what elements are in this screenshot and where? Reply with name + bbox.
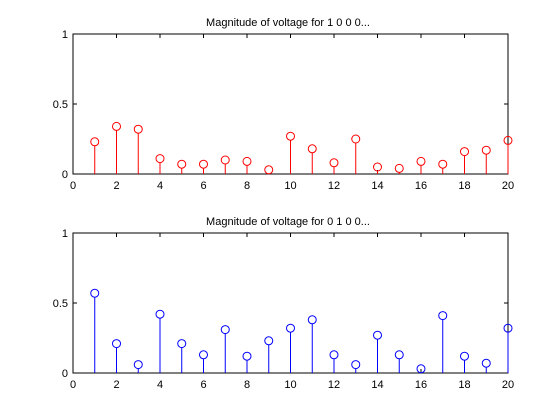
subplot-bottom: Magnitude of voltage for 0 1 0 0... 0 2 4 6… bbox=[53, 216, 514, 391]
subplot-bottom-stem-marker bbox=[133, 360, 143, 370]
subplot-top-xtick-label: 18 bbox=[458, 180, 470, 192]
subplot-top-stem-marker bbox=[155, 154, 165, 164]
subplot-top-stem-marker bbox=[460, 147, 469, 157]
subplot-bottom-stem-marker bbox=[264, 336, 274, 346]
subplot-top-xtick-label: 16 bbox=[415, 180, 427, 192]
subplot-bottom-stem-marker bbox=[90, 288, 100, 298]
subplot-bottom-xtick-label: 18 bbox=[458, 379, 470, 391]
subplot-bottom-ytick-label: 1 bbox=[62, 228, 68, 240]
subplot-bottom-stem-marker bbox=[242, 351, 252, 361]
subplot-bottom-stem-marker bbox=[460, 351, 469, 361]
subplot-top-ytick-label: 0 bbox=[62, 169, 68, 181]
subplot-bottom-xtick-label: 8 bbox=[244, 379, 250, 391]
subplot-top-title: Magnitude of voltage for 1 0 0 0... bbox=[206, 17, 370, 29]
subplot-top-stem-marker bbox=[133, 124, 143, 134]
subplot-bottom-stem-marker bbox=[155, 309, 165, 319]
subplot-top-ytick-label: 0.5 bbox=[53, 99, 68, 111]
subplot-bottom-stem-marker bbox=[351, 360, 361, 370]
subplot-top-xtick-label: 4 bbox=[157, 180, 163, 192]
subplot-bottom-xtick-label: 16 bbox=[415, 379, 427, 391]
subplot-top-xtick-label: 12 bbox=[328, 180, 340, 192]
subplot-bottom-stem-marker bbox=[220, 325, 230, 335]
subplot-bottom-stem-marker bbox=[438, 311, 448, 321]
subplot-bottom-xtick-label: 20 bbox=[502, 379, 514, 391]
subplot-top-stem-marker bbox=[503, 135, 513, 145]
subplot-top-xtick-label: 8 bbox=[244, 180, 250, 192]
subplot-bottom-stem-marker bbox=[177, 339, 187, 349]
subplot-top-stem-marker bbox=[394, 163, 404, 173]
subplot-bottom-stem-marker bbox=[112, 339, 121, 349]
subplot-top-stem-marker bbox=[286, 131, 295, 141]
subplot-bottom-title: Magnitude of voltage for 0 1 0 0... bbox=[206, 216, 370, 228]
subplot-top-xtick-label: 0 bbox=[70, 180, 76, 192]
subplot-bottom-xtick-label: 12 bbox=[328, 379, 340, 391]
subplot-top-stem-marker bbox=[481, 145, 491, 155]
subplot-bottom-xtick-label: 4 bbox=[157, 379, 163, 391]
subplot-top-stem-marker bbox=[438, 159, 448, 169]
subplot-top-stem-marker bbox=[242, 156, 252, 166]
subplot-bottom-ytick-label: 0.5 bbox=[53, 298, 68, 310]
subplot-top-stem-marker bbox=[264, 165, 274, 175]
subplot-bottom-stem-marker bbox=[199, 350, 208, 360]
subplot-top-xtick-label: 20 bbox=[502, 180, 514, 192]
subplot-top-xtick-label: 6 bbox=[200, 180, 206, 192]
subplot-top-xtick-label: 10 bbox=[284, 180, 296, 192]
subplot-bottom-xtick-label: 10 bbox=[284, 379, 296, 391]
subplot-top-stem-marker bbox=[90, 137, 100, 147]
subplot-top-stem-marker bbox=[416, 156, 426, 166]
subplot-bottom-xtick-label: 2 bbox=[113, 379, 119, 391]
subplot-top-stem-marker bbox=[177, 159, 187, 169]
subplot-bottom-stem-marker bbox=[307, 315, 317, 325]
subplot-top-stem-marker bbox=[329, 158, 339, 168]
subplot-bottom-stem-marker bbox=[503, 323, 513, 333]
subplot-top-xtick-label: 2 bbox=[113, 180, 119, 192]
subplot-top-xtick-label: 14 bbox=[371, 180, 383, 192]
subplot-bottom-stem-marker bbox=[481, 358, 491, 368]
subplot-bottom-stem-marker bbox=[373, 330, 382, 340]
subplot-bottom-ytick-label: 0 bbox=[62, 368, 68, 380]
subplot-top-stem-marker bbox=[112, 121, 121, 131]
subplot-top-stem-marker bbox=[220, 155, 230, 165]
subplot-bottom-xtick-label: 14 bbox=[371, 379, 383, 391]
subplot-bottom-xtick-label: 0 bbox=[70, 379, 76, 391]
subplot-bottom-stem-marker bbox=[286, 323, 295, 333]
subplot-bottom-xtick-label: 6 bbox=[200, 379, 206, 391]
subplot-top-ytick-label: 1 bbox=[62, 29, 68, 41]
subplot-top-stem-marker bbox=[307, 144, 317, 154]
subplot-top-stem-marker bbox=[351, 134, 361, 144]
subplot-bottom-stem-marker bbox=[416, 364, 426, 374]
subplot-bottom-stem-marker bbox=[394, 350, 404, 360]
subplot-top-stem-marker bbox=[373, 162, 382, 172]
subplot-top: Magnitude of voltage for 1 0 0 0... 0 2 4 6… bbox=[53, 17, 514, 192]
subplot-top-stem-marker bbox=[199, 159, 208, 169]
subplot-bottom-stem-marker bbox=[329, 350, 339, 360]
